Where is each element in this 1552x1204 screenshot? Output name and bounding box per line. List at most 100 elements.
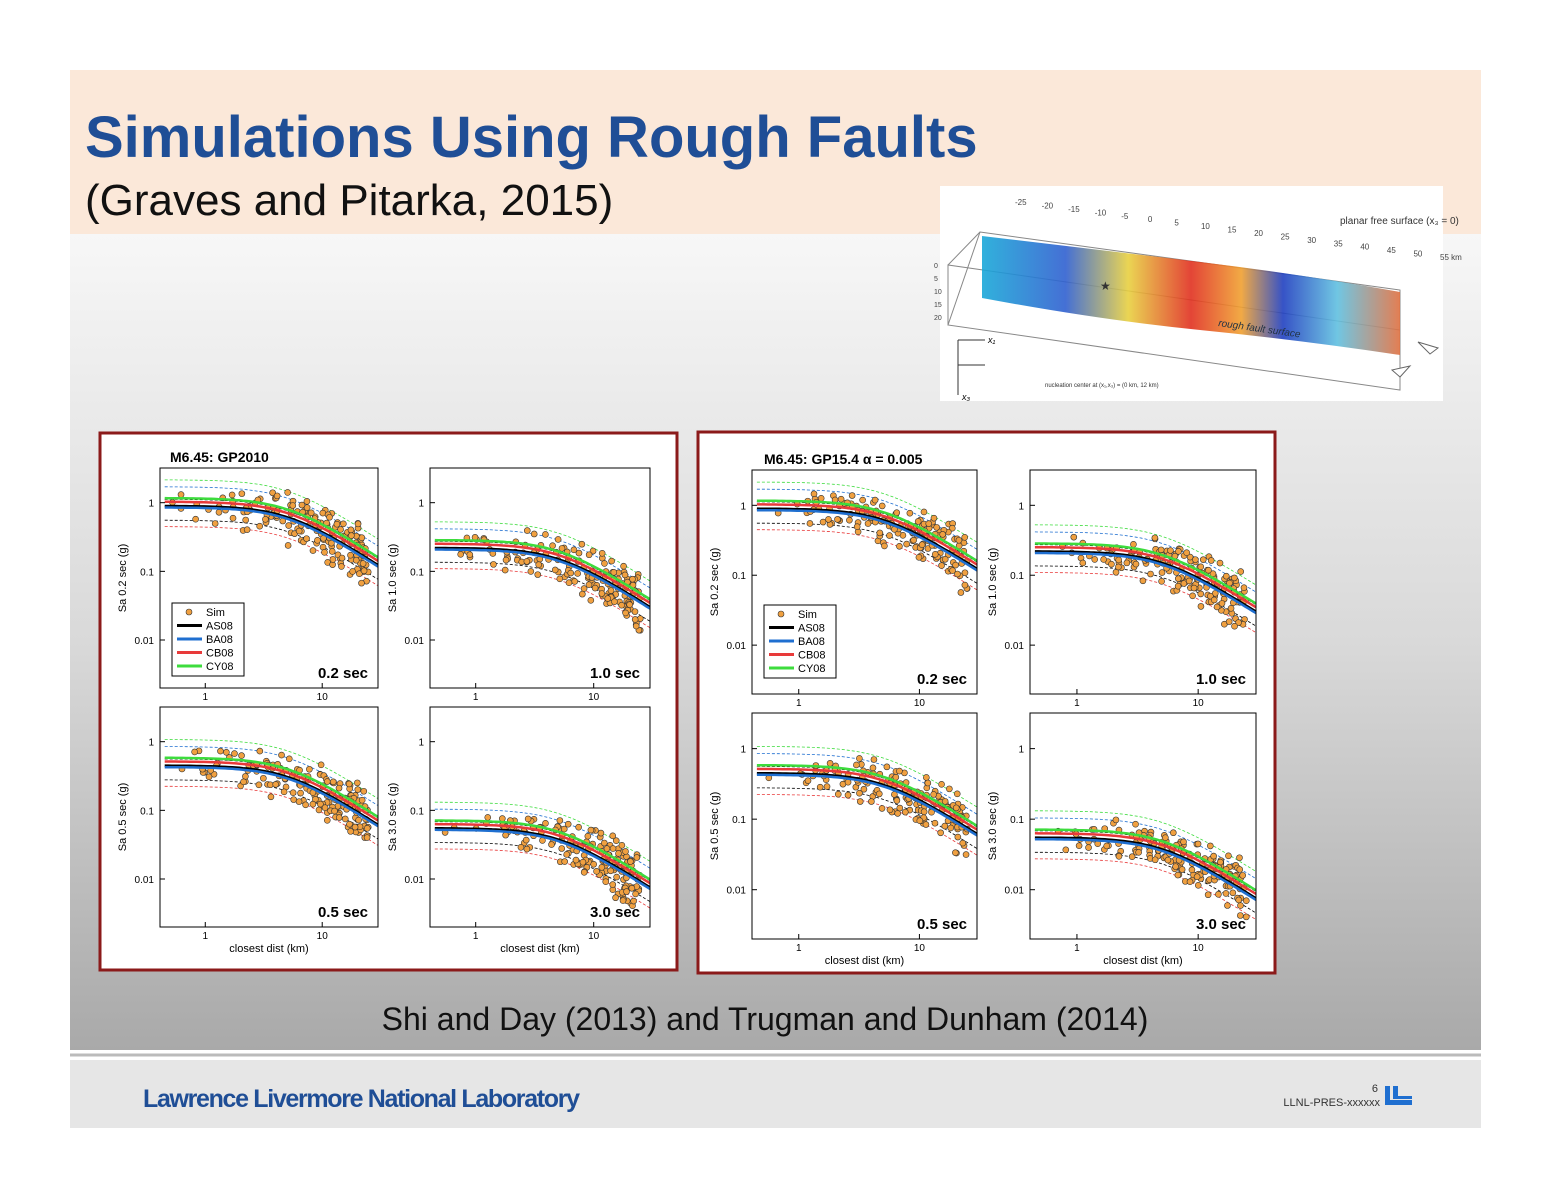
model-curve bbox=[1034, 817, 1256, 880]
sim-point bbox=[961, 534, 969, 541]
sim-point bbox=[358, 534, 366, 541]
sim-point bbox=[314, 536, 321, 544]
legend-label: AS08 bbox=[798, 623, 825, 635]
model-curve bbox=[434, 528, 650, 589]
fault-tick: 55 km bbox=[1440, 253, 1462, 262]
y-tick-label: 1 bbox=[1018, 745, 1024, 756]
sim-point bbox=[622, 609, 629, 617]
nucleation-star: ★ bbox=[1100, 279, 1111, 293]
plot-frame bbox=[1029, 469, 1257, 695]
sim-point bbox=[1236, 854, 1243, 862]
depth-tick: 20 bbox=[934, 315, 942, 322]
fault-tick: -15 bbox=[1068, 205, 1080, 214]
model-curve bbox=[1034, 810, 1256, 872]
sim-point bbox=[354, 786, 362, 793]
fault-tick: 5 bbox=[1174, 219, 1179, 228]
sim-point bbox=[1112, 816, 1120, 824]
sim-point bbox=[548, 841, 555, 848]
sim-point bbox=[1079, 559, 1087, 567]
period-label: 1.0 sec bbox=[590, 665, 640, 682]
y-axis-label: Sa 0.2 sec (g) bbox=[117, 544, 129, 612]
sim-point bbox=[623, 888, 630, 895]
plot-area bbox=[1034, 810, 1256, 921]
y-tick-label: 0.01 bbox=[727, 641, 747, 652]
sim-point bbox=[273, 492, 281, 500]
sim-point bbox=[1178, 866, 1186, 873]
sim-point bbox=[1204, 891, 1212, 899]
sim-point bbox=[896, 804, 904, 812]
model-curve bbox=[756, 787, 977, 849]
sim-point bbox=[317, 761, 325, 769]
model-curve bbox=[756, 753, 977, 815]
sim-point bbox=[345, 780, 353, 788]
y-tick-label: 0.1 bbox=[140, 567, 154, 578]
period-label: 1.0 sec bbox=[1196, 671, 1246, 688]
plot: 1 0.1 0.01 1 10 Sa 3.0 sec (g) 3.0 sec closest … bbox=[987, 712, 1257, 967]
sim-point bbox=[1130, 541, 1137, 548]
axis-label: x₁ bbox=[987, 335, 996, 345]
sim-point bbox=[961, 569, 969, 577]
sim-point bbox=[255, 781, 263, 789]
sim-point bbox=[875, 790, 883, 798]
model-curve bbox=[1034, 545, 1256, 609]
sim-point bbox=[1239, 872, 1247, 879]
sim-point bbox=[602, 878, 610, 885]
sim-point bbox=[920, 508, 928, 516]
sim-point bbox=[1115, 852, 1123, 860]
x-tick-label: 10 bbox=[317, 692, 329, 703]
x-tick-label: 10 bbox=[914, 943, 926, 954]
model-curve bbox=[756, 773, 977, 837]
legend-label: CY08 bbox=[798, 663, 826, 675]
panel-frame bbox=[696, 430, 1277, 975]
sim-point bbox=[1194, 882, 1202, 889]
sim-point bbox=[317, 800, 324, 808]
fault-tick: 45 bbox=[1387, 246, 1396, 255]
model-curve bbox=[434, 548, 650, 610]
sim-point bbox=[269, 489, 276, 497]
plot: 1 0.1 0.01 1 10 Sa 0.2 sec (g) 0.2 sec Sim AS08B… bbox=[709, 469, 978, 709]
sim-point bbox=[859, 496, 866, 504]
sim-point bbox=[1229, 889, 1237, 897]
sim-point bbox=[1100, 556, 1107, 563]
sim-point bbox=[572, 856, 580, 864]
sim-point bbox=[957, 589, 965, 596]
y-tick-label: 1 bbox=[1018, 501, 1024, 512]
y-tick-label: 0.01 bbox=[727, 886, 747, 897]
sim-point bbox=[352, 556, 360, 564]
legend-label: CB08 bbox=[798, 650, 826, 662]
sim-point bbox=[523, 845, 531, 853]
plot-frame bbox=[159, 467, 379, 689]
sim-point bbox=[1180, 838, 1187, 846]
sim-point bbox=[585, 551, 593, 559]
sim-point bbox=[1151, 534, 1159, 542]
sim-point bbox=[303, 535, 310, 542]
model-curve bbox=[434, 538, 650, 601]
sim-point bbox=[1205, 566, 1212, 574]
sim-point bbox=[856, 798, 864, 805]
sim-point bbox=[816, 783, 824, 791]
sim-point bbox=[1226, 579, 1233, 587]
sim-point bbox=[1085, 844, 1092, 851]
sim-point bbox=[205, 773, 213, 781]
sim-point bbox=[534, 571, 542, 578]
sim-point bbox=[1193, 873, 1201, 881]
sim-point bbox=[272, 781, 280, 788]
y-axis-label: Sa 3.0 sec (g) bbox=[387, 783, 399, 851]
sim-point bbox=[517, 843, 525, 851]
sim-point bbox=[878, 502, 886, 510]
model-curve bbox=[164, 506, 378, 568]
sim-point bbox=[1162, 834, 1169, 841]
sim-point bbox=[284, 542, 292, 549]
sim-point bbox=[556, 817, 564, 824]
sim-point bbox=[574, 570, 581, 577]
sim-point bbox=[1222, 572, 1230, 580]
fault-tick: -10 bbox=[1095, 208, 1107, 217]
sim-point bbox=[834, 516, 841, 523]
footer-code: LLNL-PRES-xxxxxx bbox=[1283, 1097, 1380, 1109]
sim-point bbox=[321, 548, 328, 556]
sim-point bbox=[328, 548, 336, 555]
y-tick-label: 1 bbox=[148, 738, 154, 749]
sim-point bbox=[501, 566, 509, 574]
plot-area bbox=[164, 739, 378, 846]
